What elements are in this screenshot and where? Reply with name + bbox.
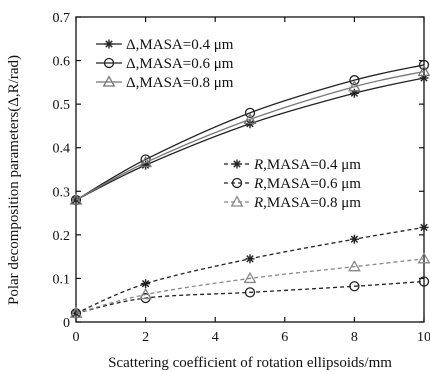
series-1 <box>71 73 429 205</box>
y-tick-label: 0.3 <box>53 185 71 200</box>
y-tick-label: 0.1 <box>53 272 71 287</box>
series-4 <box>71 222 429 318</box>
legend-params: ,MASA=0.4 μm <box>136 37 234 53</box>
data-point <box>419 222 429 232</box>
star-stroke <box>105 40 113 48</box>
legend-params: ,MASA=0.4 μm <box>263 157 361 173</box>
x-tick-label: 6 <box>281 330 288 345</box>
legend-symbol: R <box>253 176 263 192</box>
legend-marker <box>103 57 115 69</box>
legend-2: R,MASA=0.4 μmR,MASA=0.6 μmR,MASA=0.8 μm <box>224 157 361 211</box>
legend-symbol: R <box>253 157 263 173</box>
legend-entry-label: R,MASA=0.8 μm <box>253 195 361 211</box>
data-point <box>417 64 430 77</box>
series-line <box>75 258 425 314</box>
data-point <box>69 193 83 205</box>
data-point <box>139 155 153 168</box>
data-point <box>69 306 83 318</box>
star-stroke <box>246 255 254 263</box>
legend-symbol: Δ <box>126 37 136 53</box>
legend-symbol: Δ <box>126 75 136 91</box>
series-line <box>75 226 425 314</box>
y-tick-label: 0.5 <box>53 98 71 113</box>
x-tick-label: 2 <box>142 330 149 345</box>
data-point <box>141 279 151 289</box>
legend-marker <box>232 159 242 169</box>
data-point <box>418 276 430 287</box>
legend-entry-label: Δ,MASA=0.6 μm <box>126 56 234 72</box>
data-point <box>349 75 360 86</box>
y-tick-label: 0.4 <box>53 142 71 157</box>
y-tick-label: 0.2 <box>53 229 71 244</box>
data-point <box>243 271 257 284</box>
legend-params: ,MASA=0.8 μm <box>136 75 234 91</box>
data-point <box>139 287 153 300</box>
legend-entry-label: R,MASA=0.4 μm <box>253 157 361 173</box>
data-point <box>243 112 257 125</box>
y-tick-label: 0.6 <box>53 55 71 70</box>
legend-1: Δ,MASA=0.4 μmΔ,MASA=0.6 μmΔ,MASA=0.8 μm <box>96 37 234 91</box>
legend-symbol: R <box>253 195 263 211</box>
x-tick-label: 4 <box>212 330 219 345</box>
legend-marker <box>230 195 244 207</box>
y-tick-label: 0 <box>63 316 70 331</box>
series-6 <box>69 252 430 318</box>
series-5 <box>70 276 430 319</box>
data-point <box>347 260 361 272</box>
x-tick-label: 0 <box>73 330 80 345</box>
data-point <box>417 252 430 264</box>
series-layer <box>69 59 430 319</box>
x-tick-label: 8 <box>351 330 358 345</box>
data-point <box>418 59 430 71</box>
legend-params: ,MASA=0.8 μm <box>263 195 361 211</box>
star-stroke <box>350 235 359 243</box>
legend-symbol: Δ <box>126 56 136 72</box>
x-axis-label: Scattering coefficient of rotation ellip… <box>108 355 392 371</box>
legend-params: ,MASA=0.6 μm <box>263 176 361 192</box>
axes: 0 2 4 6 8 10 0 0.1 0.2 0.3 0.4 0.5 0.6 0.7 <box>53 11 430 345</box>
legend-marker <box>102 75 116 87</box>
x-tick-label: 10 <box>417 330 430 345</box>
legend-marker <box>231 177 243 189</box>
data-point <box>349 234 359 244</box>
star-stroke <box>233 160 241 168</box>
star-stroke <box>420 223 428 232</box>
data-point <box>140 154 151 165</box>
legend-entry-label: R,MASA=0.6 μm <box>253 176 361 192</box>
y-axis-label: Polar decomposition parameters(Δ,R/rad) <box>6 55 22 305</box>
legend-params: ,MASA=0.6 μm <box>136 56 234 72</box>
legend-marker <box>104 39 114 49</box>
series-line <box>75 280 425 314</box>
legend-entry-label: Δ,MASA=0.8 μm <box>126 75 234 91</box>
y-tick-label: 0.7 <box>53 11 71 26</box>
legend-layer: Δ,MASA=0.4 μmΔ,MASA=0.6 μmΔ,MASA=0.8 μmR… <box>96 37 361 211</box>
series-3 <box>69 64 430 205</box>
data-point <box>347 80 361 92</box>
series-line <box>75 77 425 201</box>
legend-entry-label: Δ,MASA=0.4 μm <box>126 37 234 53</box>
data-point <box>244 107 256 119</box>
data-point <box>349 281 360 292</box>
data-point <box>244 287 256 298</box>
data-point <box>245 254 255 264</box>
series-line <box>75 70 425 201</box>
plot-frame <box>75 16 425 323</box>
star-stroke <box>141 279 150 288</box>
